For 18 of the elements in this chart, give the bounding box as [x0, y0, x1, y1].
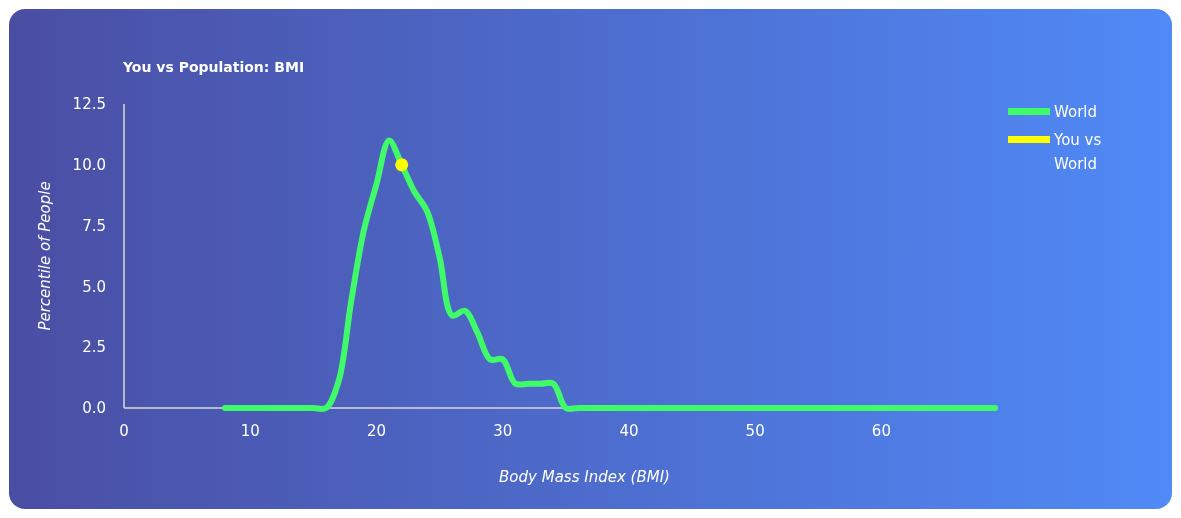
y-tick-label: 0.0	[82, 399, 106, 418]
x-axis-title: Body Mass Index (BMI)	[499, 468, 670, 486]
x-tick-label: 40	[619, 422, 639, 440]
x-tick-label: 0	[119, 422, 129, 440]
x-tick-label: 20	[366, 422, 387, 440]
y-tick-label: 2.5	[82, 338, 106, 357]
chart-title: You vs Population: BMI	[122, 59, 305, 75]
y-tick-label: 12.5	[72, 95, 106, 114]
x-tick-label: 30	[493, 422, 513, 440]
legend-label: You vs World	[1053, 131, 1102, 174]
y-tick-label: 10.0	[72, 156, 106, 175]
y-tick-label: 5.0	[82, 277, 106, 296]
y-tick-label: 7.5	[82, 216, 106, 235]
y-axis-title: Percentile of People	[36, 181, 54, 331]
x-tick-label: 60	[871, 422, 891, 440]
x-tick-label: 50	[745, 422, 765, 440]
legend-label: World	[1054, 103, 1097, 122]
x-tick-label: 10	[240, 422, 260, 440]
